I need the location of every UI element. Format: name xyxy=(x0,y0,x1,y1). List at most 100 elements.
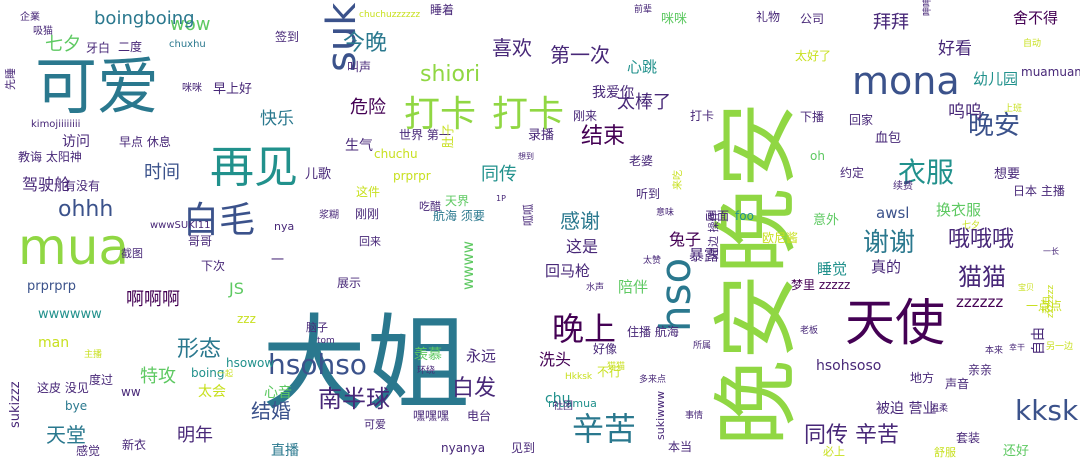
cloud-word: 上班 xyxy=(1004,102,1022,114)
cloud-word: 这皮 没见 xyxy=(37,380,89,395)
cloud-word: prprprp xyxy=(27,279,76,294)
cloud-word: oh xyxy=(810,149,825,163)
cloud-word: 儿歌 xyxy=(305,167,331,182)
cloud-word: 吃醋 xyxy=(419,199,441,213)
cloud-word: 公司 xyxy=(800,12,824,26)
cloud-word: Hkksk xyxy=(565,372,593,382)
cloud-word: 时间 xyxy=(144,162,180,183)
cloud-word: 感谢 xyxy=(560,209,600,233)
cloud-word: 衣服 xyxy=(898,156,954,189)
cloud-word: 好看 xyxy=(938,39,972,59)
cloud-word: 吸猫 xyxy=(33,24,53,37)
cloud-word: 回来 xyxy=(359,235,381,248)
cloud-word: nya xyxy=(274,220,294,233)
cloud-word: 兔子 xyxy=(669,230,701,249)
cloud-word: chuchuzzzzzz xyxy=(359,10,420,20)
cloud-word: sukizzz xyxy=(8,381,23,428)
cloud-word: 可爱 xyxy=(364,418,386,431)
cloud-word: 地方 xyxy=(910,370,934,385)
cloud-word: 表白 xyxy=(1040,296,1052,314)
cloud-word: 洗头 xyxy=(539,350,571,369)
cloud-word: 陪伴 xyxy=(618,278,648,296)
cloud-word: zzzzzz xyxy=(956,293,1003,311)
cloud-word: 亲亲 xyxy=(968,363,992,377)
cloud-word: 哦哦哦 xyxy=(948,227,1014,252)
cloud-word: 同传 xyxy=(481,164,517,185)
cloud-word: 暴露 xyxy=(689,246,719,264)
cloud-word: tom xyxy=(317,336,335,346)
cloud-word: kksk xyxy=(1015,394,1079,427)
cloud-word: 录播 xyxy=(528,128,554,143)
cloud-word: ohhh xyxy=(58,197,113,222)
cloud-word: 前辈 xyxy=(634,3,652,15)
cloud-word: 电台 xyxy=(467,408,491,423)
cloud-word: 可爱 xyxy=(35,50,159,123)
cloud-word: prprpr xyxy=(393,169,431,183)
cloud-word: 度过 xyxy=(89,372,113,387)
cloud-word: 七夕 xyxy=(45,34,81,55)
cloud-word: 心跳 xyxy=(627,58,657,76)
cloud-word: 另一边 xyxy=(1046,341,1073,352)
cloud-word: hsowow xyxy=(226,356,274,370)
cloud-word: 想到 xyxy=(518,151,534,161)
cloud-word: 见到 xyxy=(511,441,535,455)
cloud-word: zzz xyxy=(237,312,256,326)
cloud-word: 本来 xyxy=(985,344,1003,356)
cloud-word: 睡着 xyxy=(430,2,454,17)
cloud-word: 结束 xyxy=(581,124,625,149)
cloud-word: JS xyxy=(228,279,244,298)
cloud-word: 猫猫 xyxy=(958,263,1006,291)
cloud-word: 企業 xyxy=(20,10,40,23)
cloud-word: 回家 xyxy=(849,112,873,127)
cloud-word: 被迫 营业 xyxy=(876,401,936,417)
cloud-word: 快乐 xyxy=(260,109,294,129)
cloud-word: 牙白 xyxy=(86,40,110,55)
cloud-word: 南半球 xyxy=(318,385,390,413)
cloud-word: nyanya xyxy=(441,441,485,455)
cloud-word: 下播 xyxy=(800,110,824,124)
cloud-word: 想要 xyxy=(994,166,1020,182)
cloud-word: 猫猫 xyxy=(607,360,625,372)
cloud-word: mona xyxy=(852,59,960,103)
cloud-word: wwwwww xyxy=(38,307,102,322)
cloud-word: 主播 xyxy=(84,348,102,360)
cloud-word: boingboing xyxy=(94,8,195,29)
cloud-word: 感觉 xyxy=(76,443,100,458)
cloud-word: muamua xyxy=(548,397,597,410)
cloud-word: 呜呜 xyxy=(948,102,982,122)
cloud-word: 晚安 xyxy=(968,111,1020,141)
cloud-word: 温柔 xyxy=(930,403,948,414)
cloud-word: 永远 xyxy=(466,347,496,365)
cloud-word: chuchu xyxy=(374,147,418,161)
cloud-word: 明年 xyxy=(177,425,213,446)
cloud-word: 1P xyxy=(496,194,506,203)
cloud-word: 事情 xyxy=(685,409,703,421)
cloud-word: 太棒了 xyxy=(617,92,671,113)
cloud-word: 晚安晚安 xyxy=(707,102,807,446)
cloud-word: man xyxy=(38,335,69,351)
cloud-word: 浆糊 xyxy=(319,208,339,221)
cloud-word: 换衣服 xyxy=(936,201,981,219)
cloud-word: 自动 xyxy=(1023,37,1041,49)
cloud-word: 回马枪 xyxy=(545,262,590,280)
cloud-word: 多来点 xyxy=(639,373,666,385)
cloud-word: 咪咪 xyxy=(182,82,202,94)
cloud-word: mua xyxy=(18,218,129,276)
cloud-word: 太好了 xyxy=(795,48,831,63)
cloud-word: 嘿嘿嘿 xyxy=(413,409,449,423)
cloud-word: 一长 xyxy=(1043,246,1059,256)
cloud-word: 刚来 xyxy=(573,109,597,123)
cloud-word: 打卡 xyxy=(404,94,476,135)
cloud-word: 套装 xyxy=(956,431,980,445)
cloud-word: 梦里 zzzzz xyxy=(791,278,850,292)
cloud-word: 航海 须要 xyxy=(433,208,485,223)
cloud-word: 意味 xyxy=(656,206,674,218)
cloud-word: 肚子 xyxy=(440,124,455,148)
cloud-word: 社团 xyxy=(553,399,573,412)
cloud-word: 访问 xyxy=(62,134,90,150)
cloud-word: 新衣 xyxy=(122,437,146,452)
cloud-word: wwww xyxy=(459,241,477,290)
cloud-word: 同传 辛苦 xyxy=(804,423,899,448)
cloud-word: 意外 xyxy=(813,212,839,228)
